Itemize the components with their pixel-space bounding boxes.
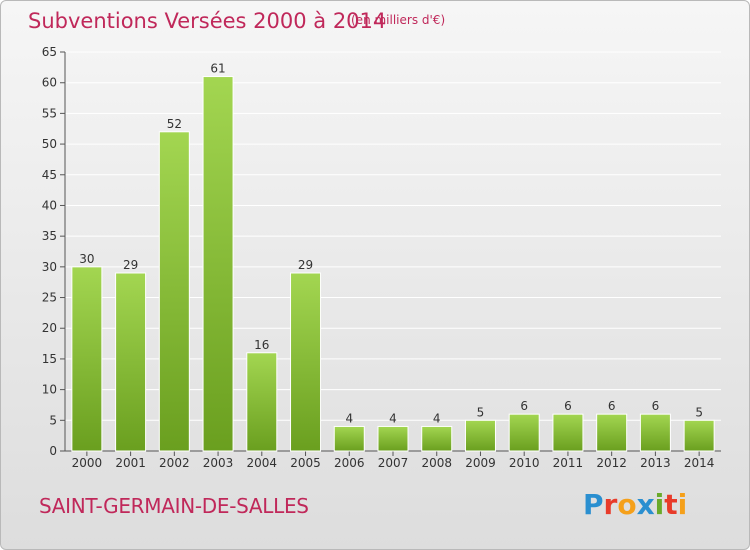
bar [158, 131, 190, 452]
y-tick-label: 20 [42, 321, 57, 335]
bar [683, 419, 715, 452]
data-label: 4 [433, 411, 441, 425]
y-tick-label: 50 [42, 137, 57, 151]
commune-name: SAINT-GERMAIN-DE-SALLES [39, 494, 309, 518]
data-label: 29 [298, 258, 313, 272]
y-tick-label: 65 [42, 45, 57, 59]
y-tick-label: 15 [42, 352, 57, 366]
data-label: 5 [695, 405, 703, 419]
logo-letter: o [617, 488, 637, 521]
bars [71, 76, 715, 452]
chart-title: Subventions Versées 2000 à 2014 [28, 9, 387, 33]
y-tick-label: 40 [42, 198, 57, 212]
logo-letter: i [654, 488, 665, 521]
proxiti-logo[interactable]: Proxiti [583, 488, 687, 521]
bar [508, 413, 540, 452]
data-label: 6 [608, 399, 616, 413]
data-label: 6 [564, 399, 572, 413]
data-labels: 30 29 52 61 16 29 4 4 4 5 6 6 6 6 5 [79, 62, 703, 426]
bar [202, 76, 234, 452]
x-tick-label: 2013 [640, 456, 671, 470]
y-tick-label: 10 [42, 383, 57, 397]
y-tick-label: 30 [42, 260, 57, 274]
data-label: 29 [123, 258, 138, 272]
logo-letter: r [603, 488, 618, 521]
data-label: 5 [477, 405, 485, 419]
x-tick-label: 2009 [465, 456, 496, 470]
data-label: 4 [389, 411, 397, 425]
x-tick-label: 2000 [72, 456, 103, 470]
bar [464, 419, 496, 452]
y-tick-label: 60 [42, 76, 57, 90]
y-tick-label: 55 [42, 106, 57, 120]
x-tick-label: 2012 [596, 456, 627, 470]
x-tick-label: 2006 [334, 456, 365, 470]
x-tick-label: 2004 [247, 456, 278, 470]
data-label: 52 [167, 117, 182, 131]
bar [246, 352, 278, 452]
bar [71, 266, 103, 452]
data-label: 4 [345, 411, 353, 425]
y-tick-label: 45 [42, 168, 57, 182]
data-label: 61 [210, 62, 225, 76]
x-tick-label: 2014 [684, 456, 715, 470]
bar [552, 413, 584, 452]
y-tick-label: 35 [42, 229, 57, 243]
logo-letter: P [583, 488, 604, 521]
x-tick-label: 2003 [203, 456, 234, 470]
x-tick-label: 2007 [378, 456, 409, 470]
logo-letter: t [664, 488, 678, 521]
y-tick-label: 25 [42, 291, 57, 305]
data-label: 6 [520, 399, 528, 413]
x-tick-label: 2008 [421, 456, 452, 470]
logo-letter: i [677, 488, 688, 521]
data-label: 6 [652, 399, 660, 413]
chart-subtitle: (en milliers d'€) [351, 13, 446, 27]
x-tick-label: 2010 [509, 456, 540, 470]
bar [115, 272, 147, 452]
bar [290, 272, 322, 452]
x-tick-label: 2011 [553, 456, 584, 470]
bar [333, 425, 365, 452]
data-label: 16 [254, 338, 269, 352]
y-tick-label: 0 [49, 444, 57, 458]
x-tick-label: 2005 [290, 456, 321, 470]
data-label: 30 [79, 252, 94, 266]
y-tick-label: 5 [49, 413, 57, 427]
x-tick-label: 2001 [115, 456, 146, 470]
logo-letter: x [636, 488, 655, 521]
bar [377, 425, 409, 452]
bar [596, 413, 628, 452]
x-tick-label: 2002 [159, 456, 190, 470]
bar [639, 413, 671, 452]
bar [421, 425, 453, 452]
